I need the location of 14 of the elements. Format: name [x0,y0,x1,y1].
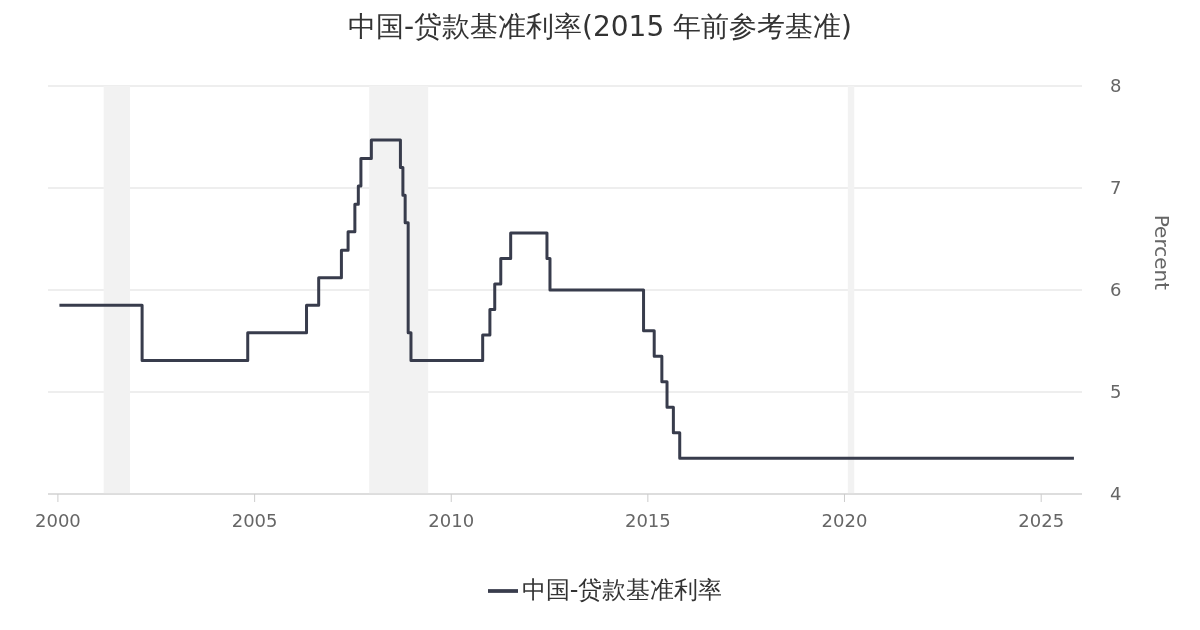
x-tick-label: 2020 [821,509,868,531]
y-tick-label: 7 [1110,177,1122,199]
legend-label: 中国-贷款基准利率 [521,576,723,604]
x-tick-label: 2010 [428,509,475,531]
x-tick-label: 2000 [35,509,81,531]
y-tick-label: 6 [1110,279,1122,301]
y-tick-label: 8 [1110,75,1122,97]
x-tick-label: 2025 [1018,509,1065,531]
y-tick-label: 4 [1110,483,1122,505]
x-tick-label: 2015 [624,509,671,531]
x-tick-label: 2005 [231,509,278,531]
chart-title: 中国-贷款基准利率(2015 年前参考基准) [346,9,854,45]
y-axis-title: Percent [1149,214,1174,291]
y-tick-label: 5 [1110,381,1122,403]
